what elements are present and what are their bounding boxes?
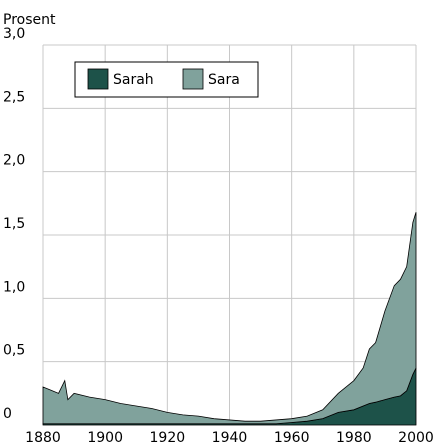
y-tick-label: 2,0 xyxy=(3,153,25,169)
x-tick-label: 1980 xyxy=(336,430,372,446)
y-tick-label: 1,5 xyxy=(3,216,25,232)
y-tick-label: 0 xyxy=(3,406,12,422)
x-tick-label: 1880 xyxy=(25,430,61,446)
y-tick-label: 2,5 xyxy=(3,89,25,105)
x-tick-label: 2000 xyxy=(398,430,434,446)
y-axis-label: Prosent xyxy=(3,12,56,28)
legend-swatch xyxy=(87,68,109,90)
x-tick-label: 1920 xyxy=(150,430,186,446)
legend-label: Sarah xyxy=(113,72,154,88)
y-tick-label: 3,0 xyxy=(3,26,25,42)
y-tick-label: 1,0 xyxy=(3,279,25,295)
x-tick-label: 1900 xyxy=(87,430,123,446)
x-tick-label: 1940 xyxy=(212,430,248,446)
legend-swatch xyxy=(182,68,204,90)
x-tick-label: 1960 xyxy=(274,430,310,446)
legend-label: Sara xyxy=(208,72,240,88)
area xyxy=(42,212,417,425)
y-tick-label: 0,5 xyxy=(3,343,25,359)
